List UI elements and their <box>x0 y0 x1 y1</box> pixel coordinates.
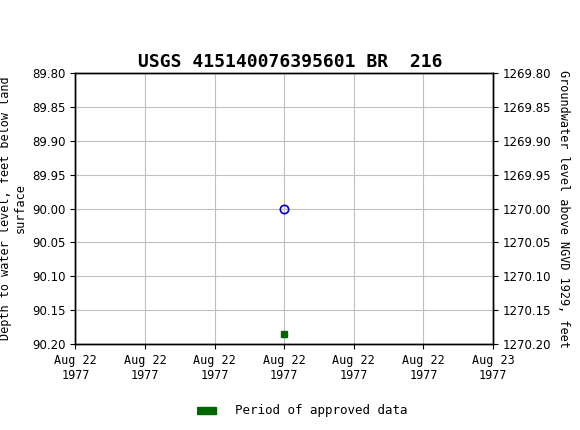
Text: Period of approved data: Period of approved data <box>235 404 407 417</box>
Text: USGS 415140076395601 BR  216: USGS 415140076395601 BR 216 <box>138 53 442 71</box>
Y-axis label: Groundwater level above NGVD 1929, feet: Groundwater level above NGVD 1929, feet <box>557 70 570 347</box>
FancyBboxPatch shape <box>197 407 216 414</box>
Y-axis label: Depth to water level, feet below land
surface: Depth to water level, feet below land su… <box>0 77 27 341</box>
Text: ≡USGS: ≡USGS <box>17 14 89 38</box>
